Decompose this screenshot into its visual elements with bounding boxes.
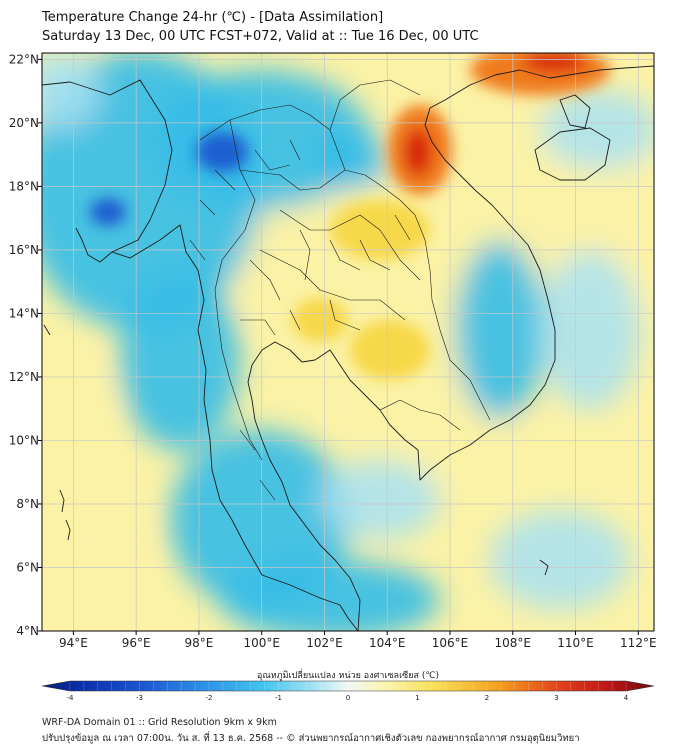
lon-tick-label: 94°E bbox=[59, 636, 88, 650]
warm-region bbox=[42, 470, 140, 610]
lat-tick-label: 12°N bbox=[9, 370, 39, 384]
colorbar-title: อุณหภูมิเปลี่ยนแปลง หน่วย องศาเซลเซียส (… bbox=[257, 668, 439, 681]
very-hot-region bbox=[404, 128, 432, 176]
cold-region bbox=[310, 130, 390, 190]
very-hot-region bbox=[523, 53, 587, 72]
colorbar-tick-label: -4 bbox=[67, 694, 75, 702]
lat-tick-label: 18°N bbox=[9, 179, 39, 193]
colorbar-ticks: -4 -3 -2 -1 0 1 2 3 4 bbox=[67, 681, 629, 702]
lat-tick-label: 6°N bbox=[16, 560, 39, 574]
province-lines bbox=[189, 139, 411, 501]
lat-tick-label: 8°N bbox=[16, 497, 39, 511]
warmer-region bbox=[292, 298, 348, 342]
colorbar-scale bbox=[41, 680, 655, 692]
cold-region bbox=[150, 70, 370, 210]
colorbar-tick-label: -3 bbox=[136, 694, 143, 702]
leizhou-peninsula bbox=[559, 94, 591, 129]
cool-region bbox=[320, 460, 440, 540]
warm-region bbox=[42, 360, 110, 440]
coastlines-and-borders bbox=[42, 65, 654, 631]
lat-tick-label: 10°N bbox=[9, 433, 39, 447]
national-borders bbox=[199, 79, 491, 461]
colorbar-tick-label: 1 bbox=[415, 694, 419, 702]
strong-cold-region bbox=[196, 132, 248, 172]
cool-region bbox=[540, 90, 654, 170]
colorbar-tick-label: 2 bbox=[485, 694, 489, 702]
lon-tick-label: 110°E bbox=[557, 636, 594, 650]
cold-region bbox=[120, 270, 240, 450]
colorbar-tick-label: 3 bbox=[554, 694, 558, 702]
cool-region bbox=[490, 510, 630, 610]
colorbar-tick-label: 0 bbox=[346, 694, 350, 702]
cool-region bbox=[42, 53, 100, 130]
map-subtitle: Saturday 13 Dec, 00 UTC FCST+072, Valid … bbox=[42, 29, 479, 44]
lon-tick-label: 100°E bbox=[243, 636, 280, 650]
mainland-coastline bbox=[42, 65, 654, 631]
lon-tick-label: 98°E bbox=[184, 636, 213, 650]
lon-tick-label: 112°E bbox=[620, 636, 657, 650]
longitude-axis: 94°E 96°E 98°E 100°E 102°E 104°E 106°E 108°E 110… bbox=[59, 631, 657, 650]
lon-tick-label: 96°E bbox=[122, 636, 151, 650]
colorbar-tick-label: 4 bbox=[624, 694, 629, 702]
lon-tick-label: 106°E bbox=[432, 636, 469, 650]
lat-tick-label: 22°N bbox=[9, 52, 39, 66]
latitude-axis: 4°N 6°N 8°N 10°N 12°N 14°N 16°N 18°N 20°N 22°N bbox=[9, 52, 42, 638]
cold-region bbox=[220, 560, 440, 631]
footer-credit: ปรับปรุงข้อมูล ณ เวลา 07:00น. วัน ส. ที่… bbox=[42, 733, 580, 744]
colorbar-tick-label: -2 bbox=[206, 694, 213, 702]
lon-tick-label: 104°E bbox=[369, 636, 406, 650]
cold-region bbox=[455, 240, 545, 420]
lat-tick-label: 4°N bbox=[16, 624, 39, 638]
lat-tick-label: 14°N bbox=[9, 306, 39, 320]
strong-cold-region bbox=[90, 198, 126, 226]
andaman-islands bbox=[43, 324, 71, 541]
hainan-island bbox=[534, 127, 611, 181]
temperature-field bbox=[42, 53, 654, 631]
colorbar-tick-label: -1 bbox=[275, 694, 282, 702]
map-title: Temperature Change 24-hr (℃) - [Data Ass… bbox=[42, 10, 384, 25]
vietnam-islands bbox=[539, 559, 549, 576]
lat-tick-label: 16°N bbox=[9, 243, 39, 257]
map-frame-border bbox=[41, 52, 655, 632]
lon-tick-label: 108°E bbox=[495, 636, 532, 650]
lon-tick-label: 102°E bbox=[306, 636, 343, 650]
lat-tick-label: 20°N bbox=[9, 116, 39, 130]
cool-region bbox=[540, 250, 640, 410]
colorbar: อุณหภูมิเปลี่ยนแปลง หน่วย องศาเซลเซียส (… bbox=[41, 668, 655, 702]
footer-model-info: WRF-DA Domain 01 :: Grid Resolution 9km … bbox=[42, 717, 277, 728]
warmer-region bbox=[350, 320, 430, 380]
